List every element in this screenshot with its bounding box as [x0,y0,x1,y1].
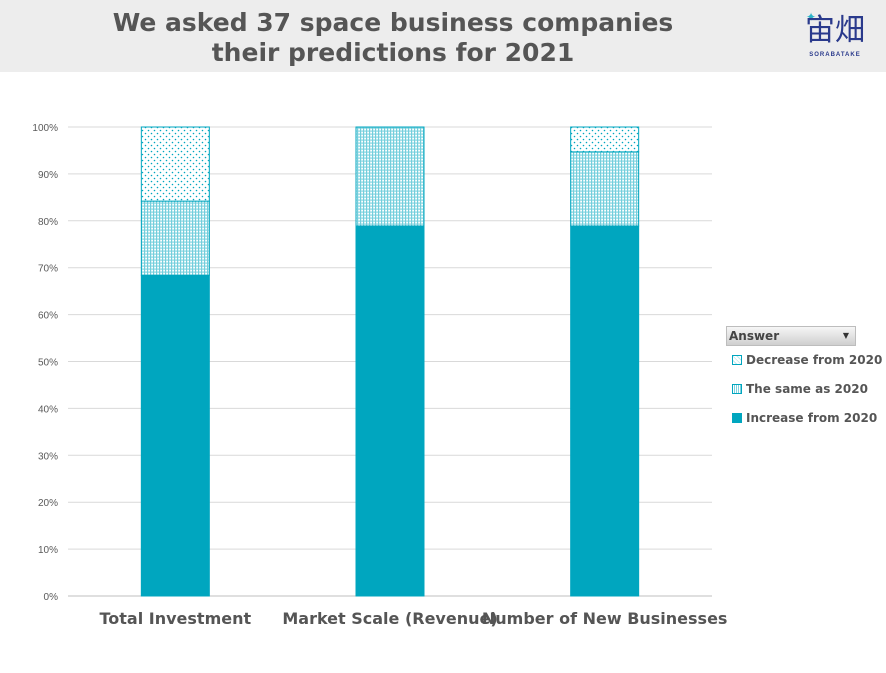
legend-label: The same as 2020 [746,382,868,396]
y-tick-label: 30% [38,451,58,462]
solid-swatch-icon [732,413,742,423]
y-tick-label: 100% [32,123,58,134]
title-line-2: their predictions for 2021 [211,38,575,67]
bar-segment-decrease-from-2020 [140,126,210,202]
legend-item-increase: Increase from 2020 [726,404,877,433]
x-axis-labels: Total Investment Market Scale (Revenue)Nu… [100,609,728,628]
y-tick-label: 40% [38,404,58,415]
y-axis-ticks: 0% 10% 20% 30% 40% 50% 60% 70% 80% 90% 100% [32,123,58,603]
bar-segment-decrease-from-2020 [570,126,640,153]
x-category-label: Number of New Businesses [482,609,728,628]
header-bar: We asked 37 space business companies the… [0,0,886,72]
y-tick-label: 60% [38,311,58,322]
legend-label: Increase from 2020 [746,411,878,425]
bar-segment-increase-from-2020 [140,274,210,597]
bar-segment-the-same-as-2020 [355,126,425,227]
dropdown-arrow-icon[interactable]: ▼ [842,331,849,340]
y-tick-label: 0% [44,592,59,603]
bar-segment-the-same-as-2020 [570,151,640,227]
legend-item-decrease: Decrease from 2020 [726,346,882,375]
y-tick-label: 70% [38,264,58,275]
legend-filter-header[interactable]: Answer ▼ [726,326,856,346]
legend: Answer ▼ Decrease from 2020 The same as … [726,326,882,433]
y-tick-label: 20% [38,498,58,509]
logo-subtext: SORABATAKE [809,52,861,58]
sorabatake-logo: ✦ 宙畑 SORABATAKE [800,10,870,66]
x-category-label: Total Investment [100,609,252,628]
title-line-1: We asked 37 space business companies [112,8,674,37]
legend-title: Answer [729,329,780,343]
bar-segment-increase-from-2020 [570,225,640,597]
chart-title: We asked 37 space business companies the… [0,8,786,68]
y-tick-label: 90% [38,170,58,181]
y-tick-label: 10% [38,545,58,556]
bar-segment-increase-from-2020 [355,225,425,597]
dotted-swatch-icon [732,355,742,365]
pattern-swatch-icon [732,384,742,394]
legend-item-same: The same as 2020 [726,375,868,404]
x-category-label: Market Scale (Revenue) [282,609,497,628]
sparkle-icon: ✦ [806,10,817,24]
y-tick-label: 50% [38,358,58,369]
bars [140,126,640,597]
y-tick-label: 80% [38,217,58,228]
legend-label: Decrease from 2020 [746,353,883,367]
logo-text: 宙畑 [805,13,865,48]
bar-segment-the-same-as-2020 [140,200,210,276]
